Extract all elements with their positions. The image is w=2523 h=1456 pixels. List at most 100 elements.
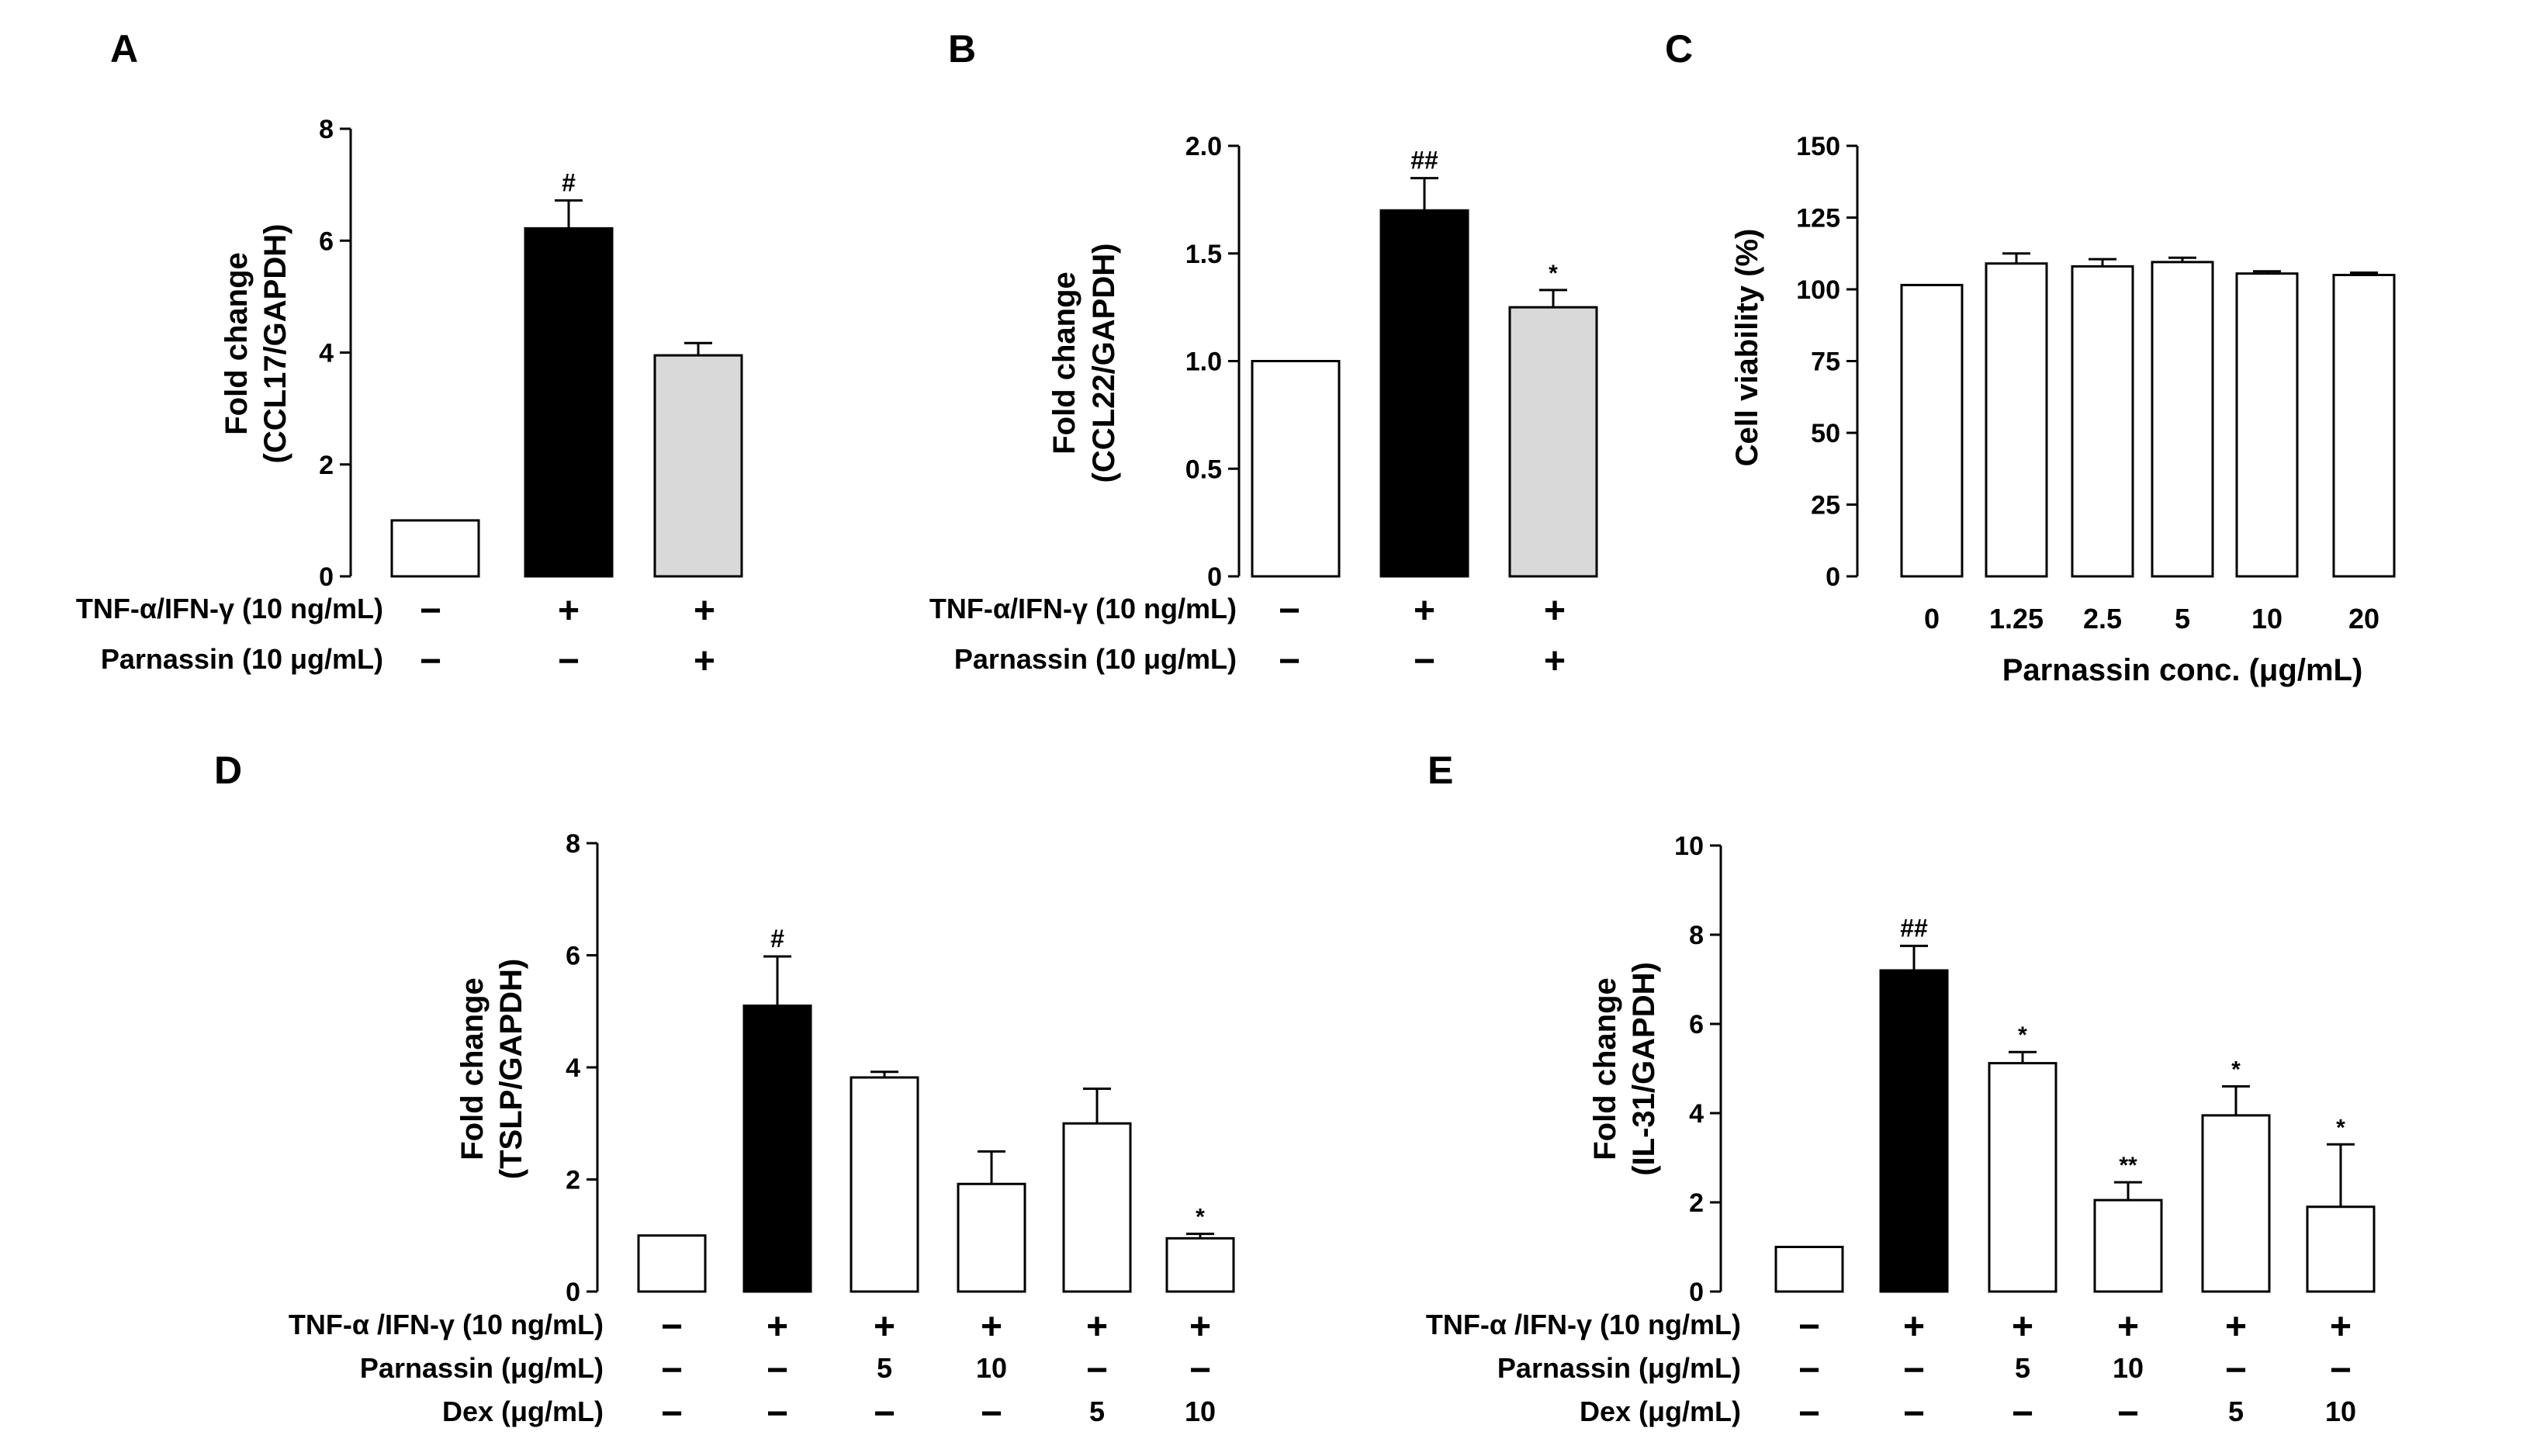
bar [524,227,614,578]
row-mark: + [1414,590,1435,631]
panel-c: C 0 25 50 75 100 125 150 Cell viability (%) 0 1… [1665,27,2396,687]
y-tick-label: 0 [566,1278,580,1307]
y-tick-label: 0 [319,562,334,592]
row-label: Parnassin (10 μg/mL) [954,643,1237,675]
x-tick-label: 20 [2348,603,2379,635]
row-label: Parnassin (μg/mL) [360,1352,604,1384]
y-tick-label: 125 [1796,204,1840,233]
row-mark: + [1544,590,1566,631]
y-tick-label: 6 [566,942,580,971]
bar [2235,272,2299,578]
bar [1508,306,1598,578]
bar [2151,261,2214,578]
y-tick-label: 2 [566,1166,580,1195]
y-axis-label-line-2: (CCL17/GAPDH) [258,224,292,464]
y-tick-label: 2.0 [1185,132,1222,161]
row-mark: + [2330,1306,2352,1347]
y-axis: 0 25 50 75 100 125 150 [1796,132,1859,592]
y-tick-label: 10 [1674,832,1704,861]
bar [1988,1062,2058,1293]
row-mark: 10 [976,1352,1007,1384]
row-label: Parnassin (10 μg/mL) [101,643,383,675]
bar [2071,265,2134,578]
y-tick-label: 8 [1689,921,1704,950]
row-mark: + [694,641,715,682]
y-tick-label: 150 [1796,132,1840,161]
y-axis-label-line-2: (CCL22/GAPDH) [1087,244,1121,483]
x-tick-label: 2.5 [2083,603,2122,635]
significance-mark: ## [1900,914,1928,942]
y-axis-label-line-2: (IL-31/GAPDH) [1627,962,1661,1176]
y-axis-label: Fold change (TSLP/GAPDH) [455,959,528,1179]
panel-letter: D [214,749,242,792]
y-tick-label: 2 [1689,1188,1704,1218]
row-mark: − [420,590,441,631]
bar [2306,1205,2376,1293]
treatment-table: TNF-α/IFN-γ (10 ng/mL) − + + Parnassin (10 μ… [929,590,1566,682]
bars: #* [637,925,1235,1293]
bar [1062,1122,1132,1293]
bar [1900,283,1964,578]
y-tick-label: 4 [566,1053,580,1083]
panel-letter: E [1428,749,1453,792]
y-axis-label-line-1: Fold change [220,252,254,435]
panel-a: A 0 2 4 6 8 Fold change (CCL17/GAPDH) # TNF-… [76,27,743,682]
bar [1251,360,1341,578]
panel-d: D 0 2 4 6 8 Fold change (TSLP/GAPDH) #* TNF-… [214,749,1235,1434]
treatment-table: TNF-α /IFN-γ (10 ng/mL) − + + + + +Parnassin (… [289,1306,1216,1434]
row-mark: − [420,641,441,682]
treatment-table: TNF-α/IFN-γ (10 ng/mL) − + + Parnassin (10 μ… [76,590,715,682]
bars: ## * [1251,147,1598,578]
row-mark: + [767,1306,788,1347]
bar [1379,209,1469,578]
row-mark: + [981,1306,1002,1347]
y-axis-label: Fold change (IL-31/GAPDH) [1588,962,1661,1176]
row-mark: − [1903,1393,1925,1434]
bar [2332,274,2396,578]
y-axis-label-line-1: Fold change [455,977,490,1160]
panel-letter: C [1665,27,1693,71]
y-tick-label: 8 [566,829,580,859]
significance-mark: # [770,925,784,953]
x-tick-label: 1.25 [1989,603,2044,635]
panel-letter: A [110,27,138,71]
x-tick-label: 10 [2251,603,2282,635]
row-mark: + [694,590,715,631]
bar [1985,262,2048,578]
row-mark: − [1279,590,1300,631]
row-mark: 5 [2228,1395,2244,1427]
y-axis-label: Cell viability (%) [1730,229,1764,467]
row-mark: 5 [1089,1395,1105,1427]
y-axis: 0 2 4 6 8 [319,115,352,592]
row-mark: + [1189,1306,1211,1347]
row-label: Dex (μg/mL) [1580,1395,1741,1427]
row-mark: 5 [877,1352,892,1384]
y-tick-label: 4 [1689,1099,1704,1129]
row-mark: − [2117,1393,2139,1434]
row-mark: − [661,1306,683,1347]
y-tick-label: 0.5 [1185,455,1222,484]
y-tick-label: 50 [1811,419,1840,448]
treatment-table: TNF-α /IFN-γ (10 ng/mL) − + + + + +Parnassin (… [1426,1306,2356,1434]
x-tick-label: 0 [1924,603,1940,635]
row-mark: − [661,1393,683,1434]
y-tick-label: 0 [1826,562,1840,592]
y-tick-label: 25 [1811,491,1840,520]
bar [742,1005,812,1293]
y-tick-label: 6 [1689,1010,1704,1039]
bar [390,519,480,578]
row-mark: − [2225,1350,2247,1391]
y-axis-label-line-1: Fold change [1047,271,1082,455]
bar [653,354,743,578]
x-axis-categories: 0 1.25 2.5 5 10 20 [1924,603,2379,635]
row-label: TNF-α /IFN-γ (10 ng/mL) [289,1309,604,1340]
y-axis-label: Fold change (CCL17/GAPDH) [220,224,292,464]
row-mark: − [661,1350,683,1391]
row-mark: − [2330,1350,2352,1391]
row-mark: + [2225,1306,2247,1347]
y-tick-label: 0 [1207,562,1222,592]
y-axis: 0 2 4 6 8 10 [1674,832,1722,1307]
y-tick-label: 6 [319,227,334,256]
